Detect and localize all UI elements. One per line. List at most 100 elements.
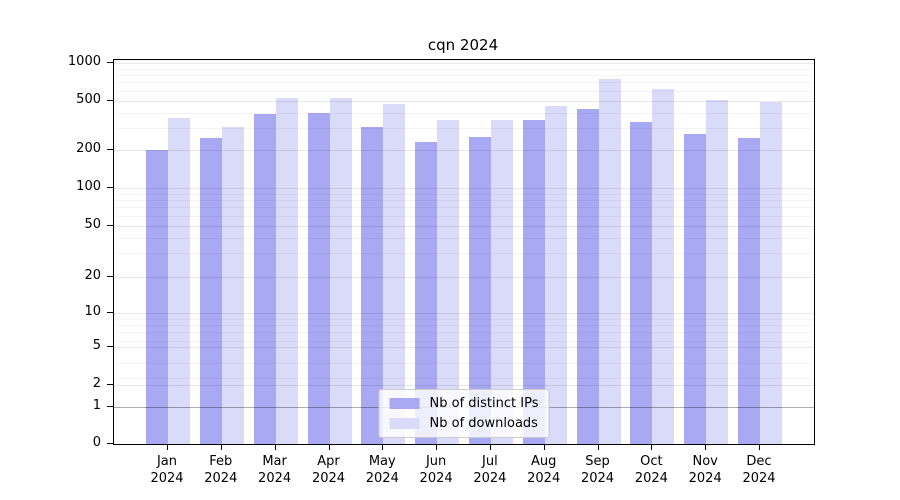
x-tick-label: Aug 2024: [512, 453, 576, 487]
bar-downloads-mar: [275, 98, 298, 444]
x-tick: [651, 445, 653, 450]
x-tick-label-month: Sep: [585, 454, 610, 469]
x-tick-label: Dec 2024: [727, 453, 791, 487]
x-tick-label-year: 2024: [311, 471, 346, 486]
y-tick-label: 500: [76, 91, 101, 107]
x-tick: [759, 445, 760, 450]
bar-downloads-jul: [490, 120, 513, 444]
bar-downloads-jun: [437, 120, 460, 444]
x-tick-label: Mar 2024: [243, 453, 307, 487]
x-tick: [597, 445, 599, 450]
bar-downloads-jan: [168, 117, 190, 444]
y-tick-label: 100: [76, 179, 101, 194]
x-tick: [220, 445, 222, 450]
y-tick-label: 10: [84, 304, 101, 319]
y-tick-label: 1000: [67, 54, 101, 70]
y-tick: [107, 275, 113, 277]
bar-distinct-ips-nov: [684, 134, 707, 444]
x-tick-label: Feb 2024: [189, 453, 253, 487]
y-tick: [107, 187, 113, 188]
bar-distinct-ips-aug: [522, 120, 545, 444]
gridline-minor: [114, 90, 814, 92]
gridline-minor: [114, 82, 814, 84]
x-tick-label-year: 2024: [527, 471, 561, 486]
x-tick-label: May 2024: [350, 453, 414, 487]
y-tick: [107, 225, 113, 226]
x-tick-label-month: Feb: [209, 454, 233, 469]
legend: Nb of distinct IPs Nb of downloads: [378, 389, 550, 438]
x-tick: [489, 445, 491, 450]
x-tick-label: Oct 2024: [619, 453, 683, 487]
x-tick: [382, 445, 384, 450]
x-tick-label: Jun 2024: [404, 453, 468, 487]
x-tick: [328, 445, 330, 450]
y-tick-label: 50: [84, 217, 101, 232]
bar-downloads-aug: [544, 105, 567, 444]
gridline-minor: [114, 75, 814, 77]
x-tick-label: Nov 2024: [673, 453, 737, 487]
legend-item-distinct-ips: Nb of distinct IPs: [389, 396, 539, 411]
x-tick-label: Jul 2024: [458, 453, 522, 487]
legend-label-distinct-ips: Nb of distinct IPs: [429, 396, 539, 411]
x-tick-label: Jan 2024: [135, 453, 199, 487]
x-tick-label-year: 2024: [742, 471, 776, 486]
bar-distinct-ips-may: [361, 126, 384, 444]
plot-area: Nb of distinct IPs Nb of downloads: [113, 59, 815, 445]
y-tick: [107, 99, 113, 101]
legend-swatch-downloads-icon: [389, 418, 420, 429]
bar-downloads-nov: [706, 100, 729, 444]
bar-downloads-may: [383, 104, 406, 444]
x-tick-label-year: 2024: [634, 471, 668, 486]
gridline-y-1000: [114, 63, 814, 65]
chart-title: cqn 2024: [427, 36, 499, 54]
x-tick-label-year: 2024: [688, 471, 722, 486]
x-tick-label-month: Jan: [156, 454, 178, 469]
x-tick: [543, 445, 545, 450]
bar-downloads-sep: [598, 78, 621, 444]
x-tick-label-year: 2024: [580, 471, 615, 486]
y-tick: [107, 312, 113, 313]
x-tick: [436, 445, 438, 450]
x-tick: [167, 445, 168, 450]
legend-item-downloads: Nb of downloads: [389, 416, 539, 431]
y-tick-label: 2: [92, 376, 101, 391]
x-tick-label-month: Apr: [317, 454, 340, 469]
x-tick-label: Apr 2024: [297, 453, 361, 487]
x-tick-label-month: Jul: [482, 454, 498, 469]
y-tick: [107, 384, 113, 385]
y-tick: [107, 346, 113, 347]
bar-distinct-ips-jun: [415, 141, 438, 444]
bar-downloads-feb: [221, 126, 244, 444]
x-tick-label-year: 2024: [365, 471, 399, 486]
bar-distinct-ips-apr: [307, 112, 330, 444]
x-tick-label-year: 2024: [258, 471, 292, 486]
bar-downloads-apr: [329, 98, 352, 444]
y-tick: [107, 406, 113, 407]
x-tick-label-year: 2024: [419, 471, 453, 486]
y-tick: [107, 443, 113, 444]
bar-distinct-ips-oct: [630, 122, 653, 444]
y-tick: [107, 62, 113, 64]
y-tick-label: 1: [92, 398, 101, 413]
x-tick-label-month: May: [368, 454, 396, 469]
y-tick-label: 5: [92, 338, 101, 353]
y-tick-label: 0: [92, 435, 101, 450]
x-tick-label-month: Jun: [425, 454, 447, 469]
x-tick-label-month: Dec: [746, 454, 772, 469]
legend-swatch-distinct-ips-icon: [389, 398, 420, 409]
x-tick-label-month: Nov: [692, 454, 718, 469]
bar-distinct-ips-sep: [576, 108, 599, 444]
y-tick-label: 20: [84, 267, 101, 283]
bar-distinct-ips-jul: [468, 137, 491, 444]
x-tick-label-month: Aug: [530, 454, 557, 469]
x-tick-label-year: 2024: [204, 471, 238, 486]
x-tick-label-month: Oct: [640, 454, 663, 469]
bar-distinct-ips-mar: [253, 114, 276, 444]
bar-downloads-dec: [760, 101, 782, 444]
gridline-minor: [114, 68, 814, 70]
x-tick-label-year: 2024: [473, 471, 507, 486]
y-tick-label: 200: [76, 141, 101, 156]
x-tick-label: Sep 2024: [566, 453, 630, 487]
bar-distinct-ips-feb: [199, 138, 222, 444]
